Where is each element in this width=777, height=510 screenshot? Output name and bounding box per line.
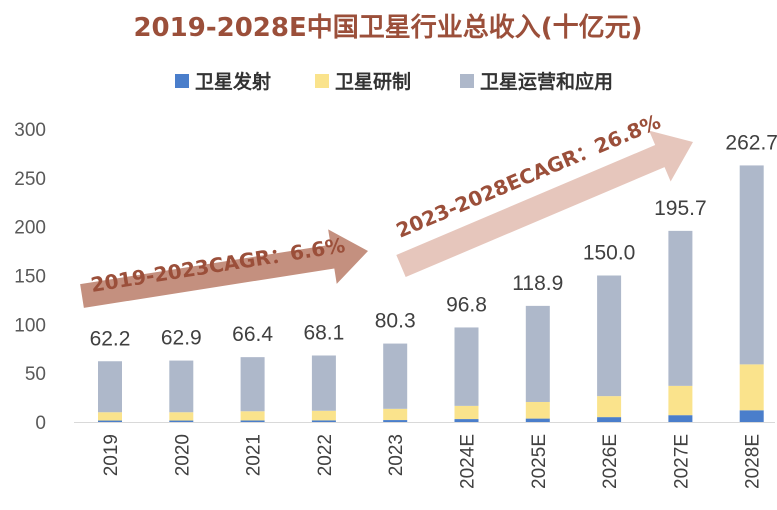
bar-segment-1 [311, 410, 336, 421]
bar-total-label: 62.9 [161, 327, 202, 350]
bar-segment-2 [525, 305, 550, 402]
x-tick-label: 2024E [458, 434, 479, 489]
bar-segment-1 [454, 405, 479, 420]
x-tick-label: 2019 [101, 434, 122, 476]
bar-total-label: 150.0 [583, 242, 636, 265]
y-tick-label: 150 [14, 267, 46, 288]
bar-total-label: 80.3 [375, 310, 416, 333]
bar-total-label: 262.7 [725, 131, 777, 154]
bar-total-label: 66.4 [232, 323, 273, 346]
bar-segment-0 [240, 420, 265, 422]
y-tick-label: 0 [35, 413, 46, 434]
x-tick-label: 2021 [244, 434, 265, 476]
bar-total-label: 62.2 [90, 327, 131, 350]
legend-swatch-0 [175, 74, 189, 88]
x-tick-label: 2026E [600, 434, 621, 489]
y-tick-label: 200 [14, 218, 46, 239]
y-axis: 0 50 100 150 200 250 300 [14, 120, 775, 434]
bar-segment-0 [454, 419, 479, 422]
y-tick-label: 100 [14, 315, 46, 336]
legend-label-2: 卫星运营和应用 [480, 70, 613, 93]
bar-segment-1 [525, 401, 550, 419]
bar-segment-0 [383, 420, 408, 422]
bar-segment-0 [668, 415, 693, 422]
legend: 卫星发射 卫星研制 卫星运营和应用 [175, 70, 613, 93]
bar-total-label: 68.1 [303, 321, 344, 344]
bar-segment-0 [98, 420, 122, 422]
bar-segment-2 [739, 165, 764, 365]
bars: 62.2 2019 62.9 2020 66.4 2021 68.1 2022 80.3 2023… [90, 131, 777, 489]
bar-segment-0 [311, 420, 336, 422]
bar-segment-2 [668, 230, 693, 386]
x-tick-label: 2020 [172, 434, 193, 476]
x-tick-label: 2028E [743, 434, 764, 489]
bar-segment-1 [739, 364, 764, 411]
bar-segment-1 [240, 411, 265, 421]
cagr-arrow-2 [396, 130, 693, 278]
x-tick-label: 2022 [315, 434, 336, 476]
bar-segment-1 [383, 408, 408, 421]
bar-segment-2 [597, 275, 622, 397]
bar-segment-1 [597, 396, 622, 418]
legend-label-0: 卫星发射 [195, 70, 271, 93]
bar-total-label: 118.9 [512, 272, 563, 295]
bar-segment-0 [597, 417, 622, 422]
bar-segment-1 [98, 412, 122, 421]
x-tick-label: 2027E [671, 434, 692, 489]
bar-segment-1 [169, 412, 194, 421]
bar-segment-2 [240, 357, 265, 412]
x-tick-label: 2025E [529, 434, 550, 489]
bar-segment-2 [383, 343, 408, 409]
bar-segment-0 [169, 420, 194, 422]
bar-segment-2 [454, 327, 479, 406]
bar-segment-2 [311, 355, 336, 411]
bar-segment-1 [668, 385, 693, 416]
legend-swatch-2 [460, 74, 474, 88]
bar-total-label: 96.8 [446, 293, 487, 316]
y-tick-label: 50 [25, 364, 46, 385]
y-tick-label: 300 [14, 120, 46, 141]
legend-swatch-1 [315, 74, 329, 88]
bar-segment-2 [169, 360, 194, 413]
y-tick-label: 250 [14, 169, 46, 190]
chart-title: 2019-2028E中国卫星行业总收入(十亿元) [133, 12, 642, 43]
bar-segment-0 [525, 418, 550, 422]
legend-label-1: 卫星研制 [335, 70, 411, 93]
x-tick-label: 2023 [386, 434, 407, 476]
cagr-arrow-1 [80, 229, 369, 308]
bar-segment-0 [739, 410, 764, 422]
bar-segment-2 [98, 361, 122, 413]
bar-total-label: 195.7 [654, 197, 707, 220]
